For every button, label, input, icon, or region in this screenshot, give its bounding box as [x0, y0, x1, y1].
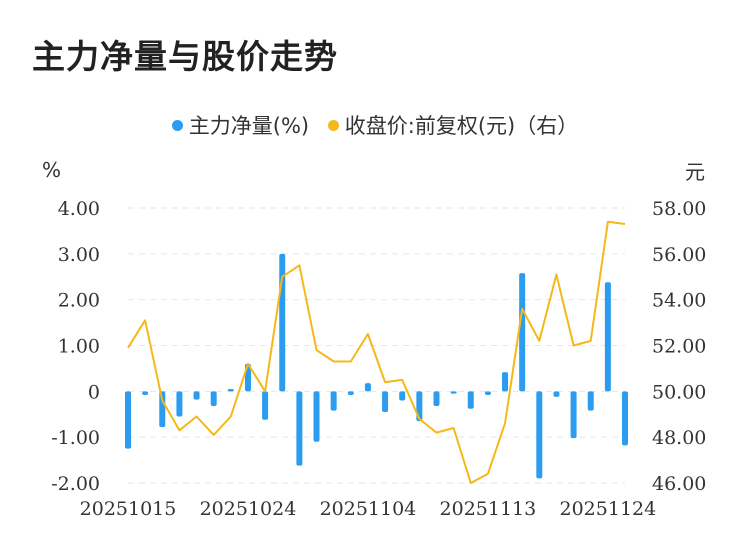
left-tick-label: 1.00 — [58, 336, 100, 358]
right-tick-label: 46.00 — [652, 473, 706, 495]
right-tick-label: 50.00 — [652, 381, 706, 403]
bar — [227, 389, 234, 392]
legend-dot-close-price — [327, 119, 339, 131]
x-tick-label: 20251015 — [80, 498, 177, 520]
left-tick-label: -2.00 — [51, 473, 100, 495]
bar — [159, 391, 166, 428]
left-tick-label: 0 — [88, 381, 100, 403]
right-tick-label: 58.00 — [652, 198, 706, 220]
right-tick-label: 52.00 — [652, 336, 706, 358]
price-line — [127, 220, 626, 484]
legend-dot-net-flow — [171, 119, 183, 131]
bar — [176, 391, 183, 417]
x-tick-label: 20251124 — [560, 498, 657, 520]
bar — [399, 391, 406, 401]
bar — [142, 391, 149, 395]
bar — [502, 372, 509, 392]
bar — [536, 391, 543, 479]
legend-label-close-price: 收盘价:前复权(元)（右） — [344, 114, 579, 138]
bar — [382, 391, 389, 412]
legend-label-net-flow: 主力净量(%) — [188, 114, 310, 138]
left-tick-label: 3.00 — [58, 244, 100, 266]
left-tick-label: 4.00 — [58, 198, 100, 220]
right-tick-label: 56.00 — [652, 244, 706, 266]
left-tick-label: -1.00 — [51, 427, 100, 449]
legend-item-close-price: 收盘价:前复权(元)（右） — [327, 110, 579, 140]
bar — [313, 391, 320, 442]
bar — [553, 391, 560, 397]
bar — [296, 391, 303, 466]
bar — [519, 273, 526, 392]
bar — [330, 391, 337, 411]
legend-item-net-flow: 主力净量(%) — [171, 110, 310, 140]
bar — [484, 391, 491, 395]
x-tick-label: 20251113 — [440, 498, 537, 520]
legend: 主力净量(%) 收盘价:前复权(元)（右） — [0, 110, 750, 140]
bar — [467, 391, 474, 409]
bar — [347, 391, 354, 395]
bar — [125, 391, 131, 449]
x-tick-label: 20251024 — [200, 498, 297, 520]
bar — [604, 282, 611, 392]
bar — [570, 391, 577, 439]
bar — [193, 391, 200, 400]
bar — [587, 391, 594, 411]
right-axis-unit: 元 — [685, 160, 705, 184]
bar — [364, 383, 371, 392]
bar — [210, 391, 217, 406]
chart-title: 主力净量与股价走势 — [32, 37, 338, 76]
bar — [433, 391, 440, 406]
left-tick-label: 2.00 — [58, 290, 100, 312]
bar — [450, 391, 457, 394]
right-tick-label: 48.00 — [652, 427, 706, 449]
bar — [622, 391, 628, 446]
right-tick-label: 54.00 — [652, 290, 706, 312]
left-axis-unit: % — [42, 158, 62, 182]
bar — [262, 391, 269, 420]
x-tick-label: 20251104 — [320, 498, 417, 520]
